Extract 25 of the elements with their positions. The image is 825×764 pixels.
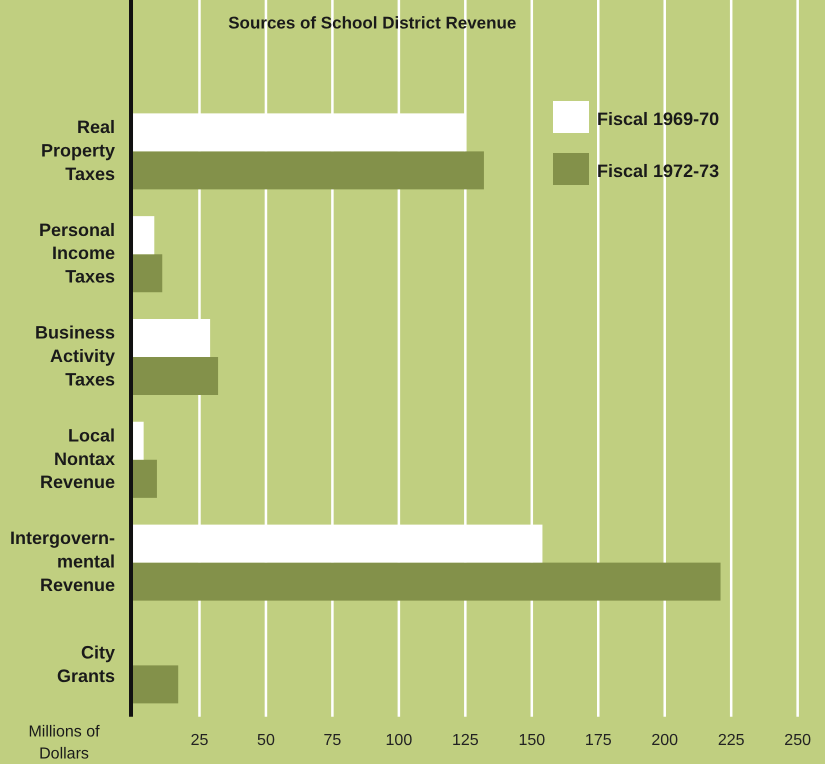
bar [133, 151, 484, 190]
y-tick-label: City Grants [56, 642, 116, 686]
bar [133, 357, 218, 396]
x-tick-label: 125 [452, 732, 479, 749]
y-tick-label: Business Activity Taxes [34, 322, 116, 390]
x-tick-label: 100 [386, 732, 412, 749]
x-axis-title: Millions of Dollars [28, 723, 100, 762]
bar [133, 665, 178, 704]
x-tick-label: 250 [784, 732, 812, 749]
x-tick-label: 25 [190, 732, 208, 749]
y-tick-label: Intergovern- mental Revenue [10, 528, 116, 595]
bar [133, 460, 157, 498]
x-tick-label: 150 [518, 732, 546, 749]
bar [133, 422, 144, 460]
x-tick-label: 75 [324, 732, 342, 749]
bar [133, 562, 721, 601]
x-tick-label: 175 [584, 732, 612, 749]
y-tick-label: Local Nontax Revenue [40, 425, 116, 492]
y-tick-label: Personal Income Taxes [38, 220, 116, 287]
bar [133, 216, 154, 254]
x-tick-label: 200 [651, 732, 678, 749]
bar [133, 254, 162, 292]
x-tick-label: 225 [718, 732, 745, 749]
x-tick-label: 50 [257, 732, 275, 749]
y-tick-label: Real Property Taxes [40, 116, 116, 184]
